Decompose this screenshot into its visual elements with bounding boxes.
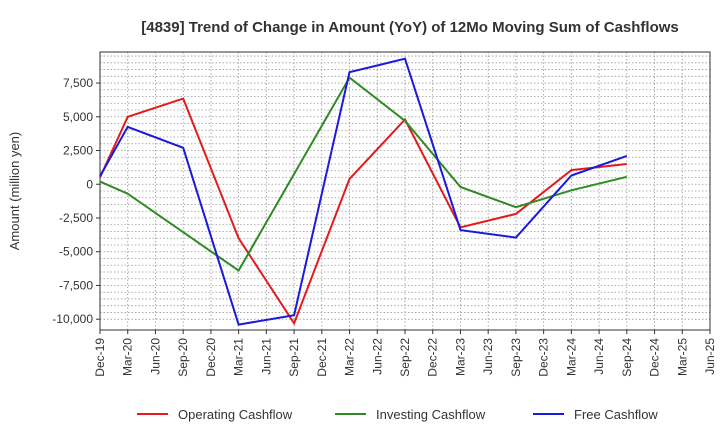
x-tick-label: Jun-21 bbox=[259, 338, 273, 375]
x-tick-label: Dec-20 bbox=[204, 338, 218, 377]
y-tick-label: 7,500 bbox=[63, 76, 93, 90]
legend-label-free-cashflow: Free Cashflow bbox=[574, 407, 658, 422]
series-line-operating-cashflow bbox=[99, 97, 627, 326]
x-axis: Dec-19 Mar-20 Jun-20 Sep-20 Dec-20 Mar-21 Jun-… bbox=[93, 330, 717, 377]
legend-label-operating-cashflow: Operating Cashflow bbox=[178, 407, 293, 422]
x-tick-label: Dec-21 bbox=[315, 338, 329, 377]
y-tick-label: -5,000 bbox=[59, 245, 93, 259]
x-tick-label: Mar-25 bbox=[675, 338, 689, 376]
y-tick-label: 5,000 bbox=[63, 110, 93, 124]
y-axis: 7,500 5,000 2,500 0 -2,500 -5,000 -7,500 -10,00… bbox=[52, 76, 100, 326]
legend: Operating Cashflow Investing Cashflow Free… bbox=[137, 407, 658, 422]
y-tick-label: -10,000 bbox=[52, 312, 93, 326]
series-lines bbox=[99, 57, 628, 326]
y-tick-label: -2,500 bbox=[59, 211, 93, 225]
x-tick-label: Sep-22 bbox=[398, 338, 412, 377]
x-tick-label: Jun-20 bbox=[148, 338, 162, 375]
x-tick-label: Dec-23 bbox=[537, 338, 551, 377]
x-tick-label: Mar-21 bbox=[232, 338, 246, 376]
x-tick-label: Dec-22 bbox=[426, 338, 440, 377]
x-tick-label: Dec-24 bbox=[648, 338, 662, 377]
series-line-free-cashflow bbox=[99, 57, 628, 326]
x-tick-label: Jun-23 bbox=[481, 338, 495, 375]
grid bbox=[99, 52, 711, 330]
y-axis-title: Amount (million yen) bbox=[7, 132, 22, 251]
x-tick-label: Sep-21 bbox=[287, 338, 301, 377]
x-tick-label: Sep-24 bbox=[620, 338, 634, 377]
x-tick-label: Dec-19 bbox=[93, 338, 107, 377]
y-tick-label: 0 bbox=[86, 177, 93, 191]
x-tick-label: Jun-22 bbox=[370, 338, 384, 375]
x-tick-label: Mar-22 bbox=[343, 338, 357, 376]
x-tick-label: Mar-23 bbox=[453, 338, 467, 376]
y-tick-label: -7,500 bbox=[59, 278, 93, 292]
x-tick-label: Mar-24 bbox=[564, 338, 578, 376]
legend-label-investing-cashflow: Investing Cashflow bbox=[376, 407, 486, 422]
x-tick-label: Sep-23 bbox=[509, 338, 523, 377]
y-tick-label: 2,500 bbox=[63, 144, 93, 158]
x-tick-label: Sep-20 bbox=[176, 338, 190, 377]
x-tick-label: Jun-25 bbox=[703, 338, 717, 375]
x-tick-label: Mar-20 bbox=[121, 338, 135, 376]
x-tick-label: Jun-24 bbox=[592, 338, 606, 375]
chart-title: [4839] Trend of Change in Amount (YoY) o… bbox=[141, 19, 679, 36]
series-line-investing-cashflow bbox=[99, 76, 628, 273]
